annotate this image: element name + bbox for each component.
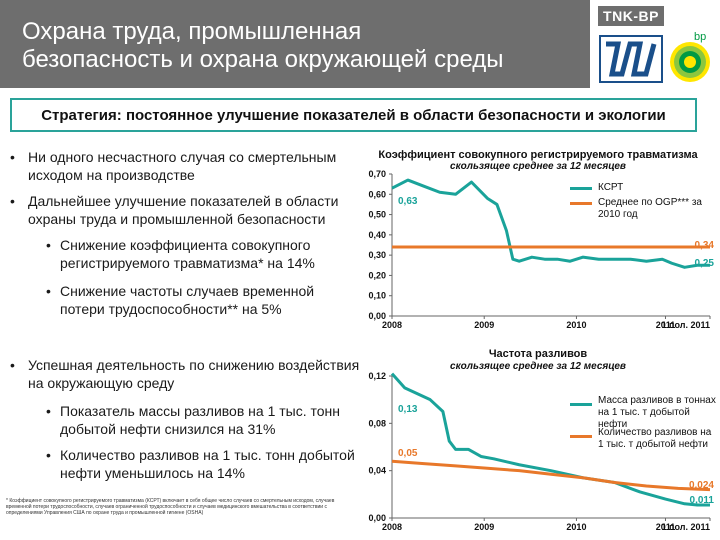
y-tick-label: 0,70 (368, 169, 386, 179)
y-tick-label: 0,40 (368, 230, 386, 240)
y-tick-label: 0,04 (368, 466, 386, 476)
bullet-dot: • (46, 447, 51, 463)
y-tick-label: 0,08 (368, 418, 386, 428)
legend-swatch-count (570, 435, 592, 438)
chart2-subtitle: скользящее среднее за 12 месяцев (450, 361, 626, 372)
data-label: 0,011 (690, 495, 715, 506)
x-tick-label: 2010 (566, 522, 586, 532)
x-tick-label: 2009 (474, 522, 494, 532)
chart2-title: Частота разливов (488, 348, 588, 360)
y-tick-label: 0,60 (368, 189, 386, 199)
chart2-legend: Масса разливов в тоннах на 1 тыс. т добы… (570, 393, 716, 463)
y-tick-label: 0,20 (368, 270, 386, 280)
bullet-text: Ни одного несчастного случая со смертель… (28, 149, 337, 183)
chart1-subtitle: скользящее среднее за 12 месяцев (450, 161, 626, 172)
data-label: 0,13 (398, 404, 418, 415)
bullet-text: Количество разливов на 1 тыс. тонн добыт… (60, 447, 355, 481)
legend-swatch-ogp (570, 202, 592, 205)
x-tick-label: 2010 (566, 320, 586, 330)
chart1-title: Коэффициент совокупного регистрируемого … (378, 149, 698, 161)
bullet-dot: • (10, 149, 15, 165)
legend-label-mass: Масса разливов в тоннах на 1 тыс. т добы… (598, 395, 716, 430)
x-tick-label: 2011 (656, 320, 676, 330)
legend-label-count: Количество разливов на 1 тыс. т добытой … (598, 427, 712, 450)
chart1-legend: КСРТ Среднее по OGP*** за 2010 год (570, 180, 710, 240)
x-tick-label: 1 пол. 2011 (662, 522, 710, 532)
data-label: 0,024 (689, 480, 714, 491)
y-tick-label: 0,50 (368, 210, 386, 220)
data-label: 0,63 (398, 196, 418, 207)
bp-helios-icon (670, 42, 710, 82)
bullet-text: Показатель массы разливов на 1 тыс. тонн… (60, 403, 340, 437)
bullet-text: Успешная деятельность по снижению воздей… (28, 357, 360, 391)
bullet-text: Снижение коэффициента совокупного регист… (60, 237, 315, 271)
series-line-1 (391, 459, 711, 492)
data-label: 0,25 (695, 258, 715, 269)
strategy-banner: Стратегия: постоянное улучшение показате… (10, 98, 697, 132)
footnote: * Коэффициент совокупного регистрируемог… (6, 498, 335, 516)
legend-label-ksrt: КСРТ (598, 182, 624, 193)
x-tick-label: 2008 (382, 320, 402, 330)
logo-graphics: bp (599, 31, 710, 83)
bullet-dot: • (10, 193, 15, 209)
x-tick-label: 2009 (474, 320, 494, 330)
x-tick-label: 2008 (382, 522, 402, 532)
series-line-0 (390, 372, 710, 507)
y-tick-label: 0,00 (368, 311, 386, 321)
header-banner: Охрана труда, промышленная безопасность … (0, 0, 590, 88)
y-tick-label: 0,30 (368, 250, 386, 260)
bullet-dot: • (46, 283, 51, 299)
y-tick-label: 0,12 (368, 371, 386, 381)
bullet-dot: • (10, 357, 15, 373)
page-title: Охрана труда, промышленная безопасность … (22, 18, 504, 73)
series-line-0 (391, 178, 710, 269)
bullet-text: Дальнейшее улучшение показателей в облас… (28, 193, 339, 227)
company-logo: TNK-BP bp (596, 0, 720, 88)
x-tick-label: 2011 (656, 522, 676, 532)
y-tick-label: 0,10 (368, 291, 386, 301)
data-label: 0,05 (398, 448, 418, 459)
x-tick-label: 1 пол. 2011 (662, 320, 710, 330)
bullet-dot: • (46, 403, 51, 419)
logo-wordmark: TNK-BP (598, 6, 664, 26)
bp-text: bp (694, 31, 706, 43)
data-label: 0,34 (695, 240, 715, 251)
legend-swatch-ksrt (570, 187, 592, 190)
bullet-text: Снижение частоты случаев временной потер… (60, 283, 315, 317)
legend-swatch-mass (570, 403, 592, 406)
y-tick-label: 0,00 (368, 513, 386, 523)
legend-label-ogp: Среднее по OGP*** за 2010 год (598, 197, 702, 220)
bullet-dot: • (46, 237, 51, 253)
